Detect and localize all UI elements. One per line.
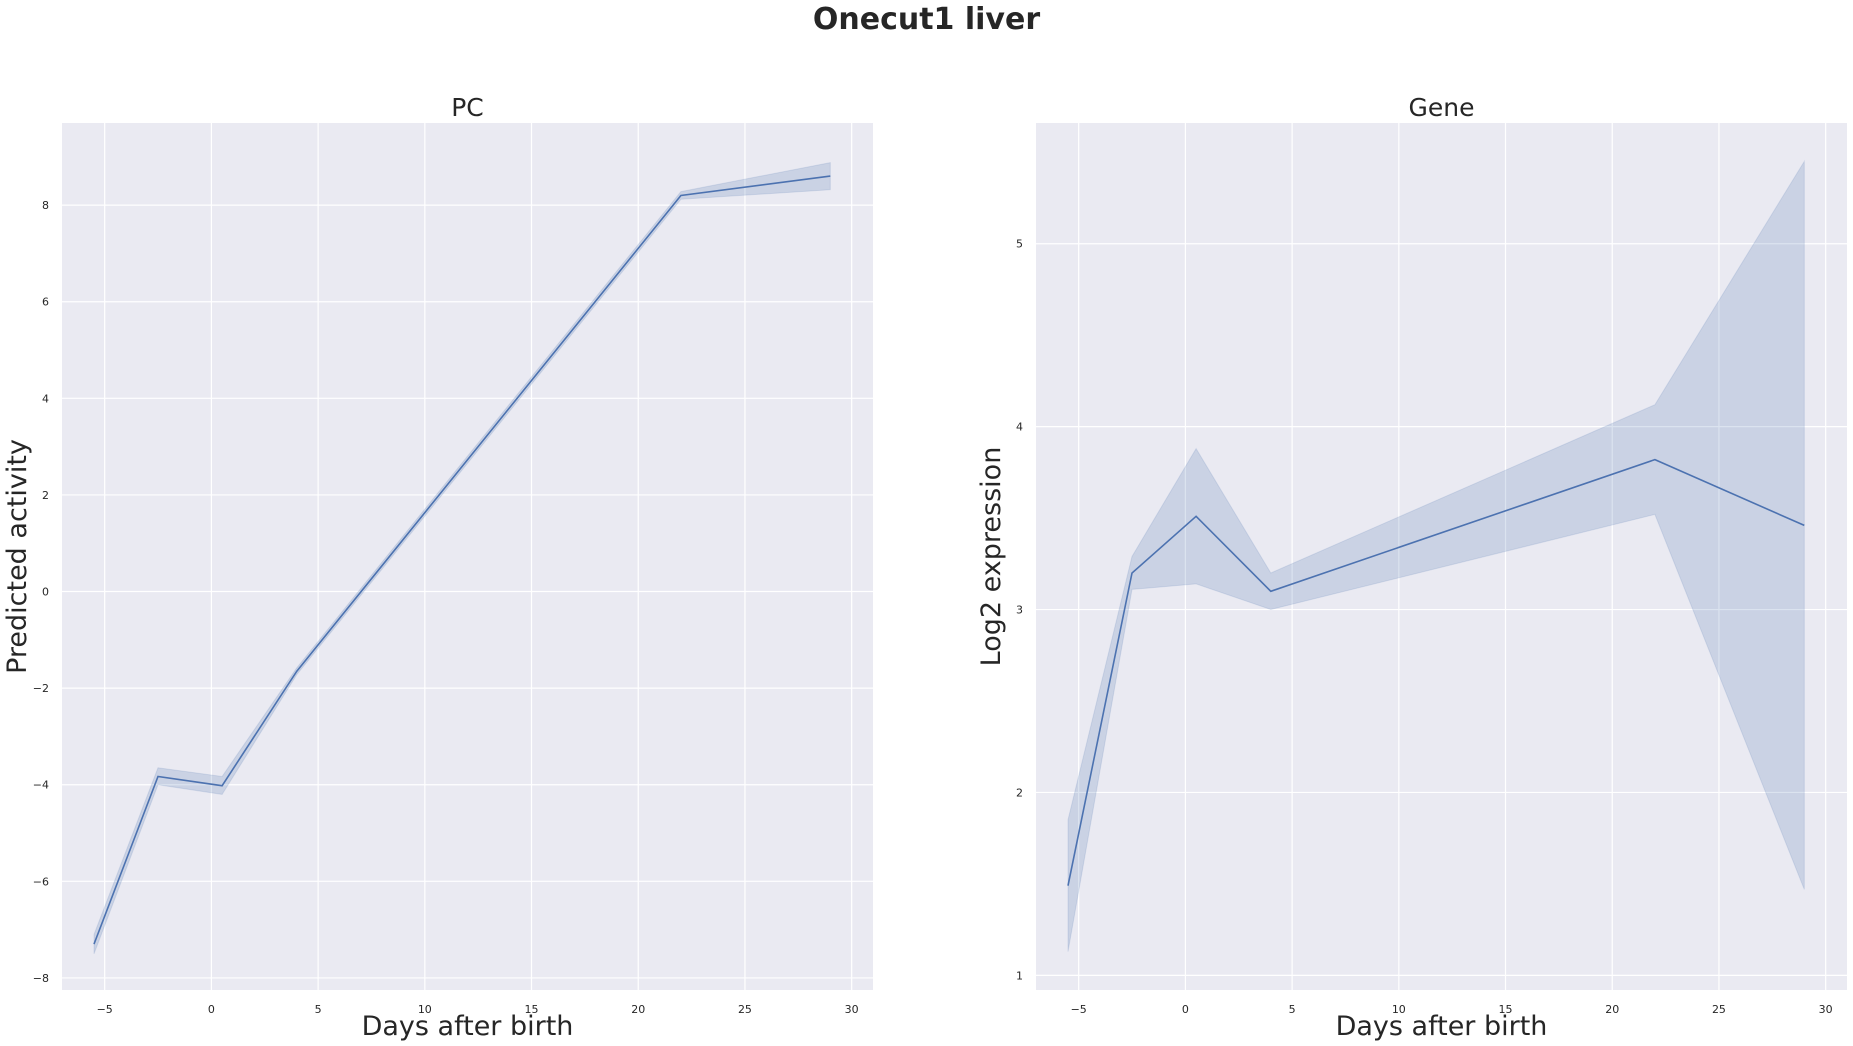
confidence-band [1067, 159, 1805, 952]
x-tick-label: 15 [1499, 1003, 1513, 1016]
y-tick-label: 8 [42, 199, 49, 212]
panel-gene: −5 0 5 10 15 20 25 30 1 2 3 4 5 Gene Days after birth L… [976, 93, 1847, 1042]
panel-title: PC [451, 93, 484, 122]
y-tick-label: −4 [33, 779, 49, 792]
x-tick-label: 30 [845, 1003, 859, 1016]
x-tick-label: −5 [97, 1003, 113, 1016]
x-tick-label: 0 [208, 1003, 215, 1016]
figure-title: Onecut1 liver [812, 2, 1041, 37]
panel-pc: −5 0 5 10 15 20 25 30 −8 −6 −4 −2 0 2 4 6 8 PC Days after … [2, 93, 873, 1042]
y-tick-label: 1 [1016, 969, 1023, 982]
x-tick-label: 30 [1819, 1003, 1833, 1016]
x-tick-label: −5 [1071, 1003, 1087, 1016]
y-tick-label: 2 [1016, 786, 1023, 799]
x-tick-label: 5 [315, 1003, 322, 1016]
plot-background [1036, 123, 1847, 990]
x-axis-label: Days after birth [362, 1011, 574, 1042]
x-tick-label: 5 [1289, 1003, 1296, 1016]
x-tick-label: 25 [1712, 1003, 1726, 1016]
x-tick-label: 0 [1182, 1003, 1189, 1016]
x-tick-label: 10 [418, 1003, 432, 1016]
x-tick-label: 10 [1392, 1003, 1406, 1016]
y-tick-label: 6 [42, 296, 49, 309]
y-tick-label: 4 [42, 392, 49, 405]
confidence-band [93, 161, 831, 954]
series-line [93, 175, 831, 945]
y-tick-label: −6 [33, 875, 49, 888]
x-tick-label: 15 [525, 1003, 539, 1016]
y-tick-label: 5 [1016, 238, 1023, 251]
panel-title: Gene [1409, 93, 1475, 122]
y-tick-label: −2 [33, 682, 49, 695]
y-tick-label: −8 [33, 972, 49, 985]
x-tick-label: 25 [738, 1003, 752, 1016]
x-tick-label: 20 [1605, 1003, 1619, 1016]
y-axis-label: Log2 expression [976, 447, 1007, 667]
x-tick-label: 20 [631, 1003, 645, 1016]
plot-background [62, 123, 873, 990]
x-axis-label: Days after birth [1336, 1011, 1548, 1042]
y-tick-label: 3 [1016, 604, 1023, 617]
y-tick-label: 0 [42, 586, 49, 599]
y-tick-label: 4 [1016, 421, 1023, 434]
y-tick-label: 2 [42, 489, 49, 502]
series-line [1067, 458, 1805, 886]
y-axis-label: Predicted activity [2, 439, 33, 674]
